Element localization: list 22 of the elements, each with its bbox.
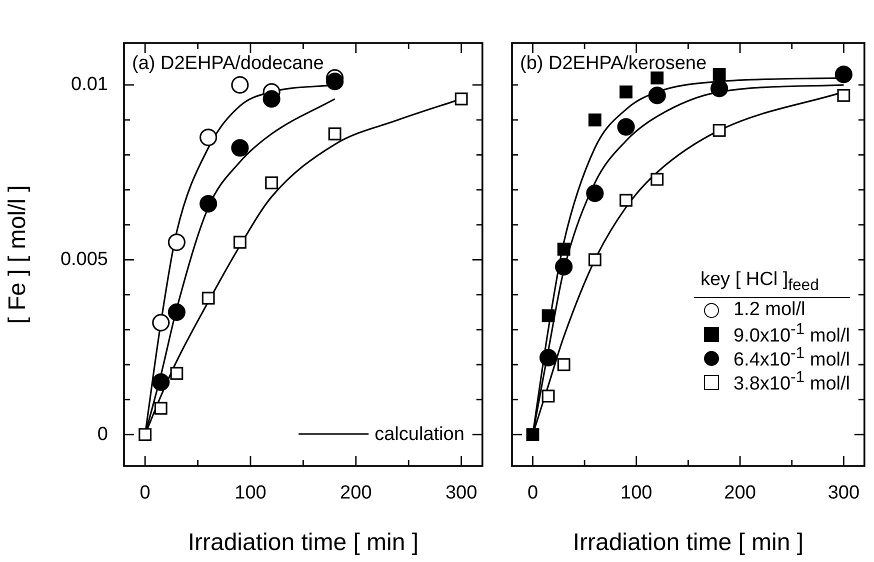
y-tick-label: 0.005 [60,248,108,270]
x-axis-title: Irradiation time [ min ] [572,529,804,556]
x-tick-label: 300 [828,482,860,504]
x-tick-label: 300 [445,482,478,504]
legend-label: 1.2 mol/l [733,299,806,321]
x-axis-title: Irradiation time [ min ] [188,529,419,556]
x-tick-label: 0 [527,482,538,504]
x-tick-label: 100 [620,482,652,504]
legend-label: 6.4x10$^{-1}$ mol/l [733,344,850,371]
text: (b) D2EHPA/kerosene [520,53,707,74]
x-tick-label: 200 [340,482,372,504]
legend-label: 9.0x10$^{-1}$ mol/l [733,320,850,347]
y-tick-label: 0 [97,424,108,445]
legend-label: 3.8x10$^{-1}$ mol/l [733,368,850,396]
text: (a) D2EHPA/dodecane [132,53,324,74]
x-tick-label: 200 [724,482,756,504]
x-tick-label: 0 [140,482,150,504]
legend-title: key [ HCl ]$_{feed}$ [694,269,850,298]
x-tick-label: 100 [234,482,266,504]
y-axis-title: [ Fe ] [ mol/l ] [4,185,32,324]
annotation: calculation [374,424,464,445]
y-tick-label: 0.01 [71,74,108,96]
